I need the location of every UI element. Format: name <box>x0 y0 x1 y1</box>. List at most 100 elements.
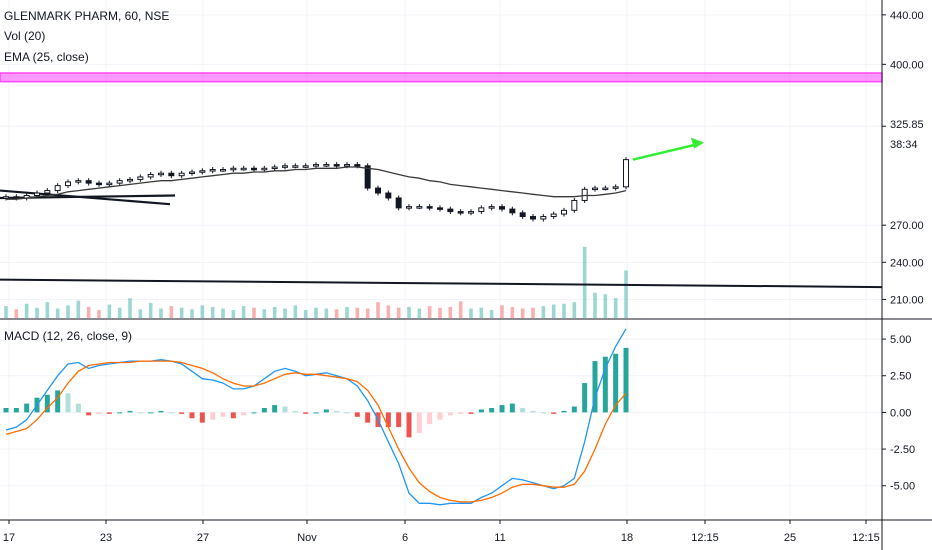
macd-histogram-bar <box>106 412 112 414</box>
volume-bar <box>582 246 587 318</box>
volume-bar <box>221 308 225 318</box>
macd-histogram-bar <box>220 412 226 417</box>
macd-histogram-bar <box>458 412 464 414</box>
volume-bar <box>210 306 215 318</box>
macd-histogram-bar <box>272 405 278 413</box>
macd-histogram-bar <box>561 410 567 413</box>
price-tick-label: 210.00 <box>890 294 924 306</box>
macd-histogram-bar <box>189 412 195 419</box>
macd-histogram-bar <box>478 409 484 413</box>
candle-body <box>612 186 619 189</box>
candle-body <box>261 167 268 171</box>
candle-body <box>364 165 371 189</box>
volume-bar <box>593 292 597 318</box>
volume-bar <box>479 307 484 318</box>
volume-bar <box>541 306 546 318</box>
volume-bar <box>572 302 577 318</box>
macd-histogram-bar <box>168 412 174 414</box>
candle-body <box>230 167 237 171</box>
symbol-label[interactable]: GLENMARK PHARM, 60, NSE <box>4 9 170 23</box>
candle-body <box>550 213 557 218</box>
candle-body <box>488 206 495 209</box>
volume-bar <box>396 307 401 318</box>
macd-tick-label: 5.00 <box>890 334 911 346</box>
drawn-trend-lines[interactable] <box>0 189 883 289</box>
macd-histogram-bar <box>540 412 546 414</box>
candle-body <box>209 169 216 172</box>
volume-bar <box>520 308 525 318</box>
candle-body <box>85 180 92 184</box>
macd-histogram-bar <box>551 412 557 414</box>
macd-histogram-bar <box>416 412 422 433</box>
volume-bar <box>272 306 277 318</box>
signal-line <box>5 360 627 503</box>
price-tick-label: 440.00 <box>890 10 924 22</box>
resistance-band[interactable] <box>0 72 883 83</box>
macd-label[interactable]: MACD (12, 26, close, 9) <box>4 329 133 343</box>
macd-histogram-bar <box>241 412 247 416</box>
candle-body <box>416 206 423 209</box>
candle-body <box>271 166 278 170</box>
macd-histogram-bar <box>3 408 9 413</box>
time-tick-label: 6 <box>402 532 408 544</box>
volume-bar <box>107 304 112 318</box>
ema-label[interactable]: EMA (25, close) <box>4 50 89 64</box>
macd-histogram-bar <box>96 412 102 414</box>
macd-histogram-bar <box>313 412 319 414</box>
macd-histogram-bar <box>65 393 71 413</box>
countdown-tag: 38:34 <box>887 138 921 152</box>
macd-histogram-bar <box>148 412 154 414</box>
time-tick-label: 18 <box>621 532 633 544</box>
macd-histogram-bar <box>385 412 391 428</box>
macd-axis-ticks[interactable]: 5.00 2.50 0.00 -2.50 -5.00 <box>882 334 915 493</box>
time-axis-ticks[interactable]: 17 23 27 Nov 6 11 18 12:15 25 12:15 <box>3 520 880 544</box>
candle-body <box>478 207 485 213</box>
macd-histogram <box>3 347 629 438</box>
volume-bar <box>624 270 628 318</box>
time-tick-label: 27 <box>197 532 209 544</box>
time-tick-label: 11 <box>494 532 505 544</box>
volume-bar <box>148 302 153 318</box>
macd-histogram-bar <box>24 403 30 413</box>
candle-body <box>406 206 412 209</box>
macd-histogram-bar <box>530 410 536 413</box>
volume-bar <box>66 305 70 318</box>
candle-body <box>158 172 164 176</box>
macd-histogram-bar <box>75 403 81 413</box>
macd-histogram-bar <box>303 412 309 414</box>
time-tick-label: 12:15 <box>691 532 719 544</box>
grid-lines <box>0 0 882 518</box>
candle-body <box>13 196 20 199</box>
candle-body <box>375 187 381 194</box>
macd-tick-label: 0.00 <box>890 407 911 419</box>
macd-histogram-bar <box>365 412 371 423</box>
volume-bar <box>190 309 194 318</box>
candle-body <box>395 197 402 209</box>
candle-body <box>354 164 361 167</box>
macd-line <box>5 328 627 506</box>
volume-bar <box>448 306 453 318</box>
projection-arrow[interactable] <box>632 137 704 161</box>
candle-body <box>54 185 61 192</box>
volume-label[interactable]: Vol (20) <box>4 29 46 43</box>
macd-histogram-bar <box>323 409 329 413</box>
macd-histogram-bar <box>334 410 340 413</box>
volume-bar <box>293 305 298 318</box>
candle-body <box>127 178 133 182</box>
volume-bar <box>159 308 163 318</box>
volume-bar <box>231 310 236 318</box>
macd-histogram-bar <box>251 412 257 414</box>
volume-bar <box>551 304 556 318</box>
volume-bar <box>314 307 318 318</box>
arrow-head <box>691 137 704 149</box>
macd-histogram-bar <box>344 412 350 414</box>
volume-bar <box>55 308 60 318</box>
candle-body <box>385 192 392 199</box>
volume-bar <box>303 310 308 318</box>
volume-bar <box>510 306 515 318</box>
volume-bar <box>179 307 184 318</box>
time-tick-label: 17 <box>3 532 15 544</box>
time-tick-label: 25 <box>784 532 796 544</box>
